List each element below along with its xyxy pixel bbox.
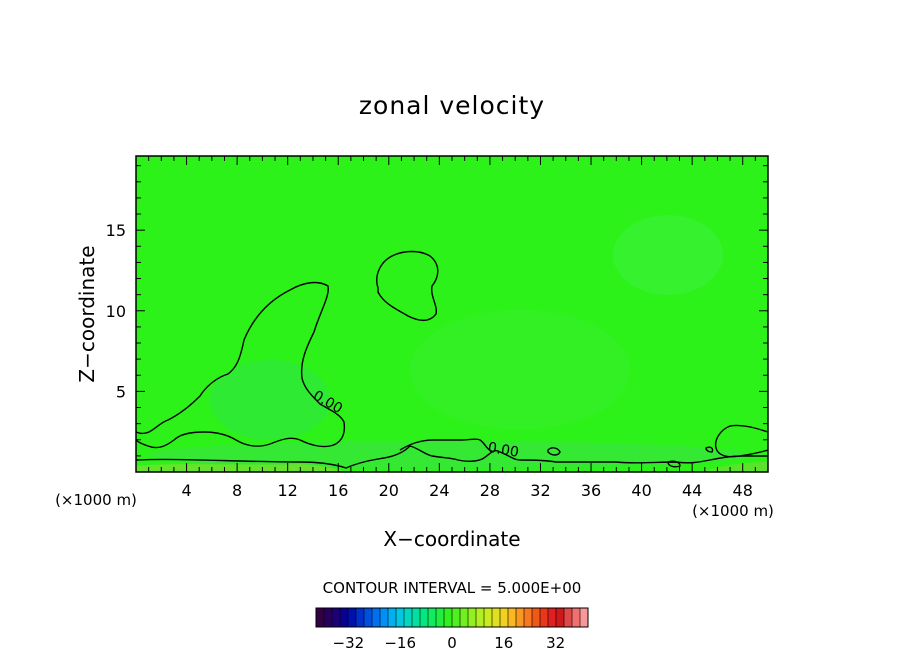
x-tick-label: 20 xyxy=(379,481,399,500)
colorbar-swatch xyxy=(404,608,413,627)
colorbar-swatch xyxy=(492,608,501,627)
x-tick-label: 4 xyxy=(181,481,191,500)
x-tick-label: 16 xyxy=(328,481,348,500)
colorbar-swatch xyxy=(420,608,429,627)
colorbar-swatch xyxy=(396,608,405,627)
colorbar-swatch xyxy=(516,608,525,627)
colorbar-swatch xyxy=(356,608,365,627)
field-shade-mid xyxy=(410,310,630,430)
contour-lines xyxy=(135,250,769,469)
x-tick-label: 36 xyxy=(581,481,601,500)
contour-bottom-mid xyxy=(135,445,768,469)
colorbar-swatch xyxy=(380,608,389,627)
field-shade-bottom-band xyxy=(136,464,346,472)
colorbar-swatch xyxy=(572,608,581,627)
colorbar-tick-label: −32 xyxy=(333,634,365,652)
colorbar-tick-label: 32 xyxy=(546,634,565,652)
x-unit-right: (×1000 m) xyxy=(692,502,774,520)
colorbar-swatch xyxy=(524,608,533,627)
colorbar-swatch xyxy=(540,608,549,627)
colorbar-swatch xyxy=(428,608,437,627)
x-tick-label: 48 xyxy=(733,481,753,500)
x-tick-labels: 4 8 12 16 20 24 28 32 36 40 44 48 xyxy=(181,481,752,500)
y-tick-label: 15 xyxy=(106,221,126,240)
colorbar-swatch xyxy=(452,608,461,627)
y-axis-label: Z−coordinate xyxy=(75,245,99,382)
contour-upper-blob xyxy=(376,250,439,321)
x-tick-label: 12 xyxy=(278,481,298,500)
colorbar-swatch xyxy=(388,608,397,627)
x-tick-label: 24 xyxy=(429,481,449,500)
y-tick-label: 5 xyxy=(116,382,126,401)
colorbar-swatch xyxy=(580,608,589,627)
axis-ticks xyxy=(136,156,768,472)
colorbar-swatch xyxy=(316,608,325,627)
colorbar-swatch xyxy=(532,608,541,627)
y-tick-label: 10 xyxy=(106,302,126,321)
colorbar-swatch xyxy=(444,608,453,627)
x-unit-left: (×1000 m) xyxy=(55,491,137,509)
field-shade-upper-right xyxy=(613,215,723,295)
plot-area: 0.000.00 xyxy=(135,155,769,473)
colorbar-tick-label: 0 xyxy=(447,634,457,652)
colorbar-tick-label: −16 xyxy=(384,634,416,652)
colorbar-swatch xyxy=(372,608,381,627)
colorbar-swatch xyxy=(324,608,333,627)
colorbar-swatch xyxy=(468,608,477,627)
x-tick-label: 40 xyxy=(631,481,651,500)
colorbar-swatch xyxy=(348,608,357,627)
contour-label: 0.00 xyxy=(487,440,520,461)
colorbar-swatch xyxy=(508,608,517,627)
colorbar-swatch xyxy=(436,608,445,627)
velocity-field xyxy=(136,156,768,472)
contour-small-1 xyxy=(547,447,561,456)
field-shade-left-lobe xyxy=(210,360,330,440)
contour-bottom-left xyxy=(135,281,346,449)
colorbar-swatch xyxy=(364,608,373,627)
colorbar-swatch xyxy=(476,608,485,627)
contour-right-edge xyxy=(714,424,769,458)
colorbar-swatch xyxy=(548,608,557,627)
colorbar-swatch xyxy=(412,608,421,627)
x-tick-label: 28 xyxy=(480,481,500,500)
colorbar-swatch xyxy=(500,608,509,627)
colorbar-swatch xyxy=(332,608,341,627)
x-tick-label: 44 xyxy=(682,481,702,500)
chart-title: zonal velocity xyxy=(359,91,545,120)
contour-small-3 xyxy=(705,446,714,453)
colorbar-swatch xyxy=(556,608,565,627)
contour-interval-label: CONTOUR INTERVAL = 5.000E+00 xyxy=(323,579,582,597)
colorbar-swatch xyxy=(340,608,349,627)
x-axis-label: X−coordinate xyxy=(383,527,520,551)
y-tick-labels: 5 10 15 xyxy=(106,221,126,401)
colorbar-swatch xyxy=(484,608,493,627)
colorbar-swatch xyxy=(460,608,469,627)
colorbar-frame xyxy=(315,607,589,628)
colorbar-tick-labels: −32 −16 0 16 32 xyxy=(333,634,566,652)
contour-small-2 xyxy=(667,460,681,468)
colorbar xyxy=(316,608,589,627)
x-tick-label: 8 xyxy=(232,481,242,500)
colorbar-swatch xyxy=(564,608,573,627)
colorbar-tick-label: 16 xyxy=(494,634,513,652)
x-tick-label: 32 xyxy=(530,481,550,500)
contour-mid-ridge xyxy=(399,438,495,453)
